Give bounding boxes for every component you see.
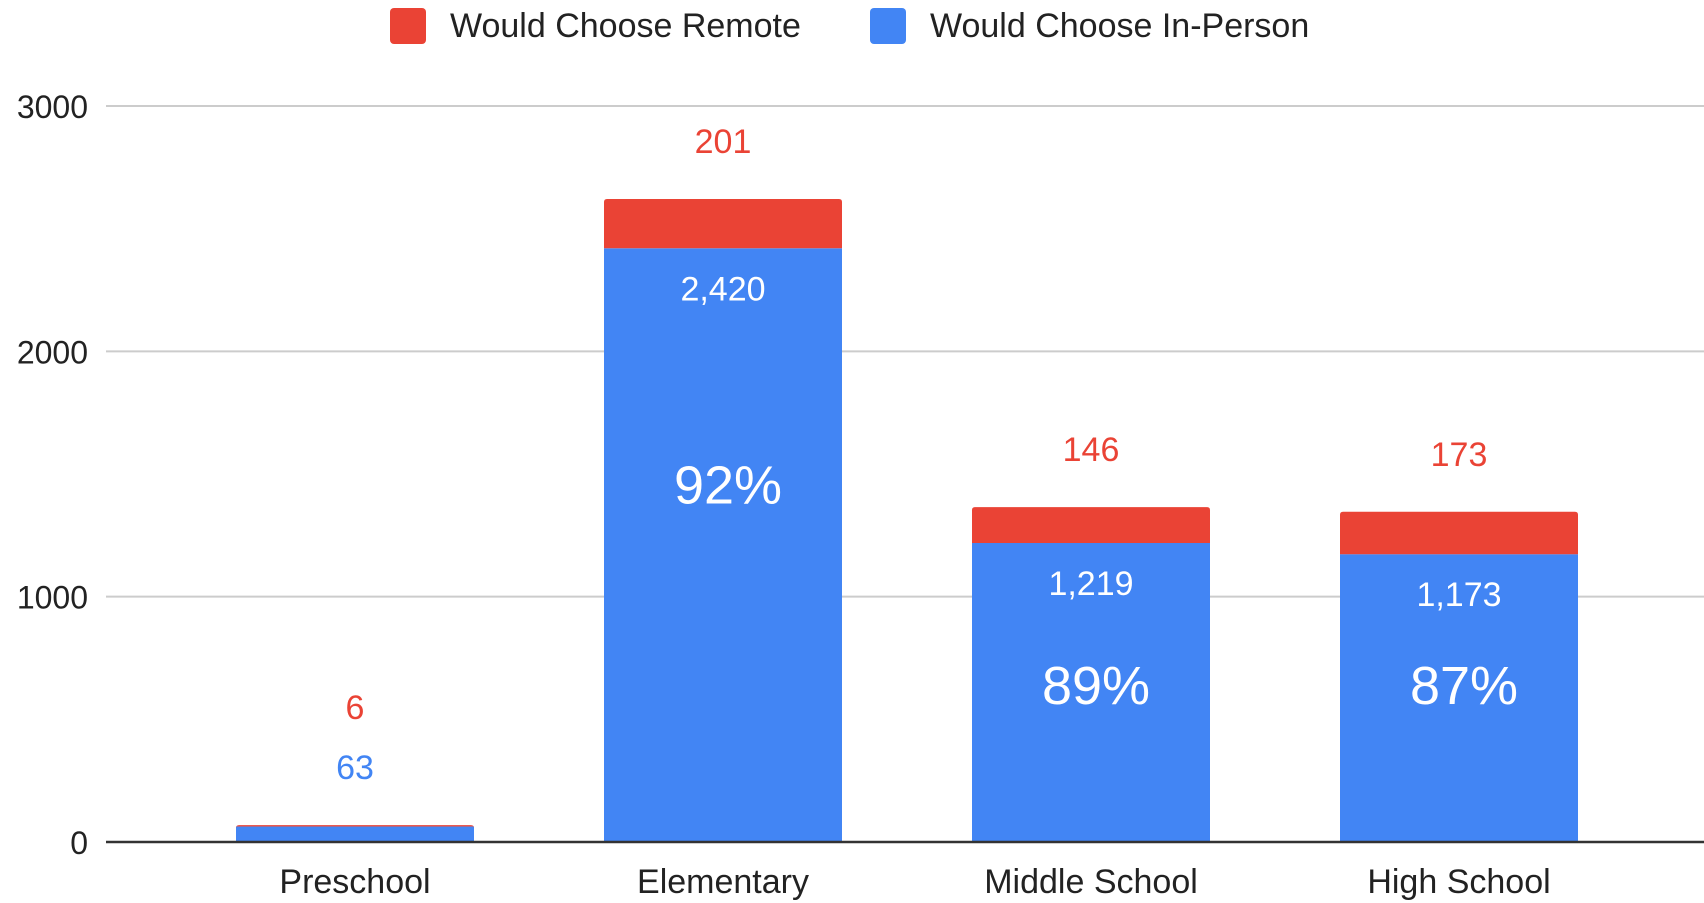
y-axis: 0 1000 2000 3000 — [17, 89, 88, 861]
y-tick-label-0: 0 — [70, 825, 88, 861]
x-tick-label-3: High School — [1367, 863, 1550, 901]
legend: Would Choose Remote Would Choose In-Perso… — [390, 7, 1309, 45]
x-tick-label-0: Preschool — [279, 863, 430, 901]
percent-annotation-2: 89% — [1042, 656, 1150, 716]
percent-annotation-1: 92% — [674, 455, 782, 515]
data-label-in-person-3: 1,173 — [1416, 576, 1501, 614]
x-axis: Preschool Elementary Middle School High Sch… — [106, 842, 1704, 901]
bars: 63 6 2,420 201 92% 1,219 146 89% 1,173 173 87% — [236, 123, 1578, 842]
bar-remote-3 — [1340, 512, 1578, 554]
x-tick-label-2: Middle School — [984, 863, 1198, 901]
data-label-in-person-2: 1,219 — [1048, 565, 1133, 603]
data-label-remote-0: 6 — [346, 689, 365, 727]
bar-remote-2 — [972, 507, 1210, 543]
data-label-in-person-0: 63 — [336, 749, 374, 787]
y-tick-label-3: 3000 — [17, 89, 88, 125]
legend-swatch-1 — [870, 8, 906, 44]
legend-label-0: Would Choose Remote — [450, 7, 801, 45]
data-label-remote-1: 201 — [695, 123, 752, 161]
y-tick-label-1: 1000 — [17, 580, 88, 616]
data-label-remote-3: 173 — [1431, 436, 1488, 474]
bar-in-person-1 — [604, 248, 842, 842]
x-tick-label-1: Elementary — [637, 863, 809, 901]
bar-in-person-0 — [236, 827, 474, 842]
data-label-in-person-1: 2,420 — [680, 270, 765, 308]
legend-label-1: Would Choose In-Person — [930, 7, 1309, 45]
legend-swatch-0 — [390, 8, 426, 44]
data-label-remote-2: 146 — [1063, 431, 1120, 469]
percent-annotation-3: 87% — [1410, 656, 1518, 716]
bar-remote-1 — [604, 199, 842, 248]
y-tick-label-2: 2000 — [17, 334, 88, 370]
